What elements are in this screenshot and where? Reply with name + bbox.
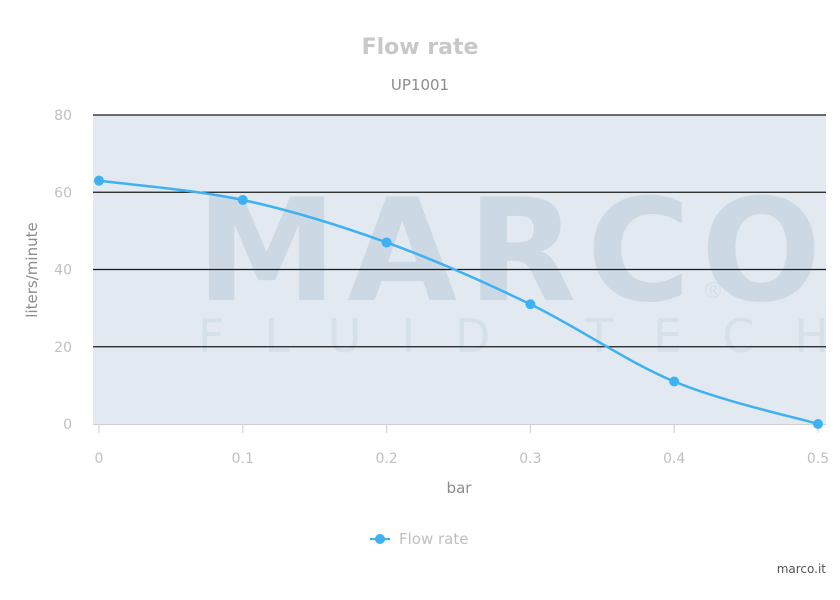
legend-label[interactable]: Flow rate — [399, 530, 468, 548]
x-tick-label: 0.3 — [519, 451, 541, 467]
grid-lines — [93, 114, 826, 425]
watermark-tagline: FLUID TECH — [198, 309, 840, 363]
y-tick-label: 40 — [54, 263, 72, 279]
x-tick-label: 0.2 — [375, 451, 397, 467]
x-axis-title: bar — [447, 479, 473, 497]
data-point[interactable] — [94, 175, 104, 186]
x-tick-label: 0.5 — [807, 451, 829, 467]
x-axis-ticks: 0 0.1 0.2 0.3 0.4 0.5 — [95, 425, 829, 467]
x-tick-label: 0 — [95, 451, 104, 467]
y-axis-title: liters/minute — [23, 222, 41, 317]
watermark-brand: MARCO — [196, 169, 831, 334]
legend[interactable]: Flow rate — [370, 530, 468, 548]
y-axis-ticks: 0 20 40 60 80 — [54, 108, 72, 433]
chart-subtitle: UP1001 — [391, 76, 449, 94]
y-tick-label: 0 — [63, 417, 72, 433]
watermark-registered: ® — [702, 279, 724, 304]
x-tick-label: 0.4 — [663, 451, 685, 467]
data-point[interactable] — [525, 299, 536, 310]
watermark: MARCO ® FLUID TECH — [196, 169, 840, 363]
data-point[interactable] — [813, 419, 823, 429]
chart-title: Flow rate — [362, 35, 479, 60]
y-tick-label: 60 — [54, 185, 72, 201]
series-flow-rate — [94, 175, 823, 429]
credits-link[interactable]: marco.it — [777, 562, 827, 576]
y-tick-label: 80 — [54, 108, 72, 124]
y-tick-label: 20 — [54, 340, 72, 356]
data-point[interactable] — [381, 237, 392, 248]
series-line — [98, 179, 819, 426]
x-tick-label: 0.1 — [232, 451, 254, 467]
legend-marker-icon — [375, 534, 385, 544]
data-point[interactable] — [237, 194, 248, 205]
data-point[interactable] — [669, 376, 680, 387]
